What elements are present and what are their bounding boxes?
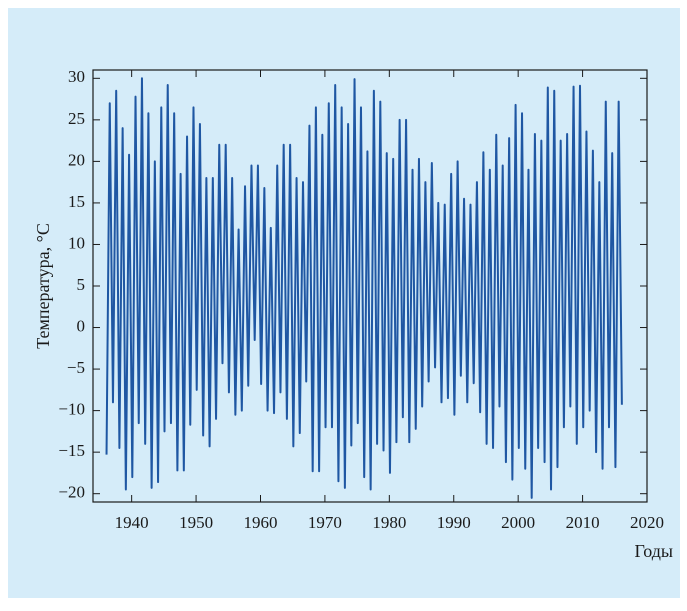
y-tick-label: 5 — [77, 275, 86, 294]
y-tick-label: −20 — [58, 483, 85, 502]
y-tick-label: −10 — [58, 400, 85, 419]
x-tick-label: 1940 — [115, 513, 149, 532]
y-axis-label: Температура, °C — [33, 223, 53, 349]
y-tick-label: 25 — [68, 109, 85, 128]
x-tick-label: 1960 — [243, 513, 277, 532]
x-tick-label: 1990 — [437, 513, 471, 532]
x-tick-label: 2020 — [630, 513, 664, 532]
y-tick-label: 20 — [68, 150, 85, 169]
y-tick-label: 0 — [77, 316, 86, 335]
y-tick-label: −5 — [67, 358, 85, 377]
y-tick-label: 30 — [68, 67, 85, 86]
data-line — [105, 77, 623, 499]
x-tick-label: 2000 — [501, 513, 535, 532]
x-axis-label: Годы — [634, 541, 673, 561]
x-tick-label: 1950 — [179, 513, 213, 532]
x-tick-label: 2010 — [566, 513, 600, 532]
y-tick-label: 10 — [68, 233, 85, 252]
x-tick-label: 1970 — [308, 513, 342, 532]
y-tick-label: −15 — [58, 441, 85, 460]
y-tick-label: 15 — [68, 192, 85, 211]
x-tick-label: 1980 — [372, 513, 406, 532]
